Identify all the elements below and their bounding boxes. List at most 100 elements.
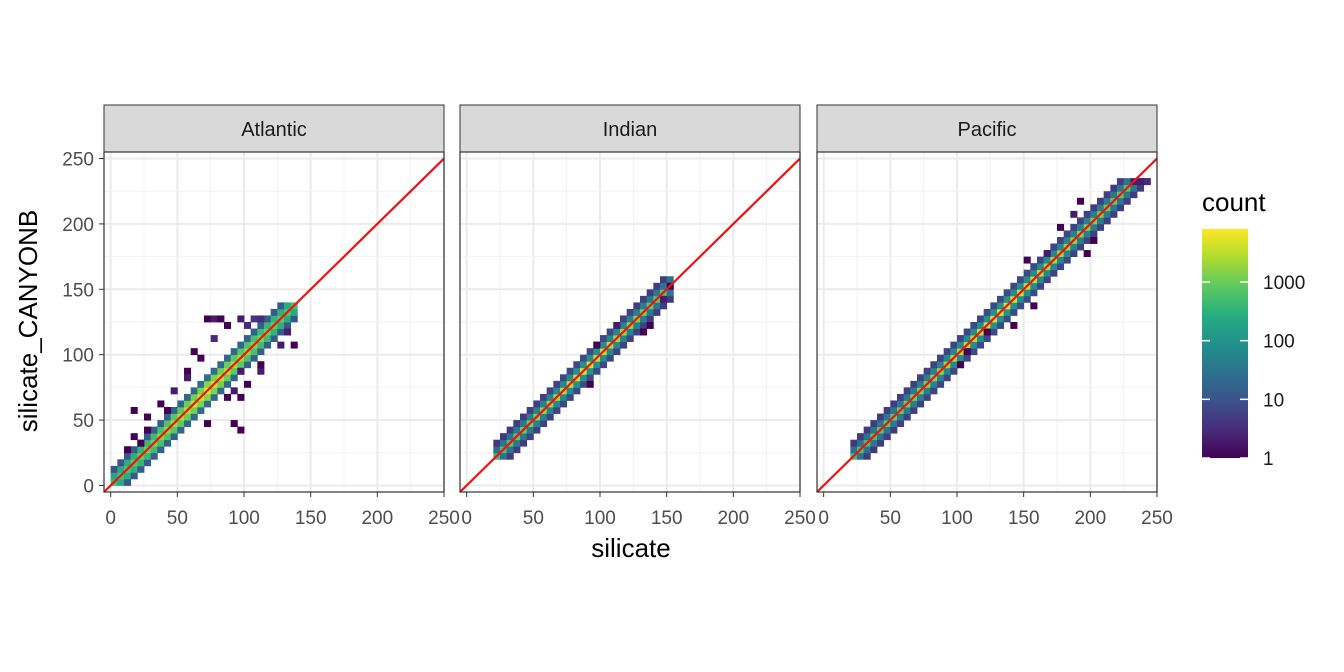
heatmap-bin [117,478,125,486]
heatmap-bin [1123,191,1131,199]
heatmap-bin [540,413,548,421]
heatmap-bin [184,420,192,428]
heatmap-bin [230,367,238,375]
heatmap-bin [224,393,232,401]
heatmap-bin [170,433,178,441]
x-tick-label: 150 [651,508,683,529]
reference-line-1to1 [816,157,1158,493]
heatmap-bin [897,420,905,428]
heatmap-bin [237,367,245,375]
legend-tick-label: 1000 [1263,273,1305,294]
heatmap-bin [910,400,918,408]
heatmap-bin [877,439,885,447]
heatmap-bin [1070,250,1078,258]
heatmap-bin [560,400,568,408]
heatmap-bin [210,367,218,375]
heatmap-bin [1117,204,1125,212]
heatmap-bin [600,341,608,349]
heatmap-bin [124,446,132,454]
heatmap-bin [1010,289,1018,297]
heatmap-bin [890,400,898,408]
heatmap-bin [1090,237,1098,244]
heatmap-bin [923,367,931,375]
heatmap-bin [950,361,958,369]
heatmap-bin [157,439,165,447]
heatmap-bin [620,341,628,349]
heatmap-bin [653,308,661,316]
heatmap-bin [1030,263,1038,271]
heatmap-bin [506,452,514,460]
heatmap-bin [666,289,674,297]
heatmap-bin [957,341,965,349]
heatmap-bin [117,459,125,467]
heatmap-bin [1117,197,1125,205]
heatmap-bin [526,433,534,441]
heatmap-bin [270,315,278,323]
heatmap-bin [277,302,285,310]
heatmap-bin [1090,204,1098,212]
heatmap-bin [204,420,212,428]
heatmap-bin [157,420,165,428]
heatmap-bin [290,315,298,323]
heatmap-bin [257,322,265,329]
heatmap-bin [1017,302,1025,310]
heatmap-bin [850,439,858,447]
heatmap-bin [190,348,198,356]
heatmap-bin [237,348,245,356]
heatmap-bin [217,387,225,395]
heatmap-bin [526,413,534,421]
heatmap-bin [566,393,574,401]
heatmap-bin [197,380,205,388]
heatmap-bin [270,308,278,316]
heatmap-bin [870,439,878,447]
heatmap-bin [117,465,125,473]
heatmap-bin [613,322,621,329]
heatmap-bin [903,413,911,421]
heatmap-bin [626,328,634,336]
heatmap-bin [910,387,918,395]
heatmap-bin [1070,230,1078,238]
heatmap-bin [197,354,205,362]
heatmap-bin [1077,237,1085,244]
heatmap-bin [270,335,278,343]
heatmap-bin [877,420,885,428]
x-tick-label: 200 [1074,508,1106,529]
heatmap-bin [164,407,172,414]
heatmap-bin [1043,250,1051,258]
heatmap-bin [1023,289,1031,297]
heatmap-bin [237,315,245,323]
heatmap-bin [230,387,238,395]
heatmap-bin [177,426,185,434]
heatmap-bin [660,295,668,303]
heatmap-bin [1030,302,1038,310]
x-tick-label: 250 [784,508,816,529]
heatmap-bin [1057,237,1065,244]
heatmap-bin [653,302,661,310]
heatmap-bin [257,367,265,375]
heatmap-bin [997,322,1005,329]
heatmap-bin [137,439,145,447]
heatmap-bin [164,439,172,447]
heatmap-bin [1050,263,1058,271]
heatmap-bin [164,433,172,441]
heatmap-bin [890,426,898,434]
heatmap-bin [560,380,568,388]
heatmap-bin [1083,230,1091,238]
heatmap-bin [1063,256,1071,264]
heatmap-bin [184,413,192,421]
panel-border [816,151,1158,493]
legend-tick-label: 100 [1263,332,1295,353]
heatmap-bin [1037,256,1045,264]
heatmap-bin [184,374,192,382]
heatmap-bin [890,420,898,428]
x-tick-label: 100 [941,508,973,529]
heatmap-bin [520,413,528,421]
heatmap-bin [110,472,118,480]
heatmap-bin [224,354,232,362]
heatmap-bin [190,407,198,414]
heatmap-bin [1110,191,1118,199]
heatmap-bin [124,452,132,460]
heatmap-bin [150,433,158,441]
heatmap-bin [513,420,521,428]
facet-strip-label: Atlantic [241,119,307,141]
